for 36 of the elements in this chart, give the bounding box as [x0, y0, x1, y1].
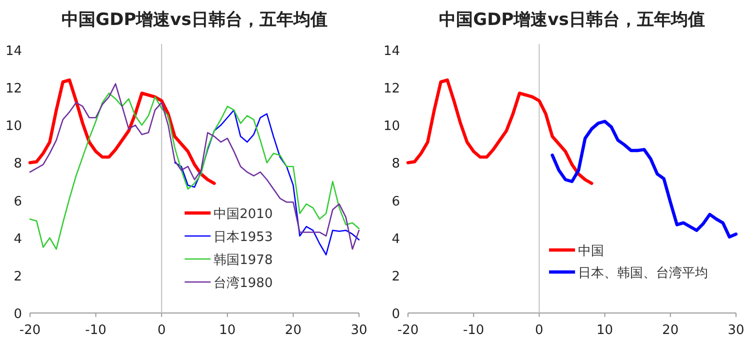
y-tick-label: 2: [392, 269, 400, 284]
x-tick-label: -10: [462, 323, 484, 338]
x-tick-label: 20: [662, 323, 679, 338]
legend-label: 日本、韩国、台湾平均: [578, 265, 708, 281]
x-tick-label: 10: [596, 323, 614, 338]
y-tick-label: 14: [383, 44, 400, 59]
y-tick-label: 6: [392, 194, 400, 210]
legend-label: 中国: [578, 244, 604, 259]
y-tick-label: 10: [5, 119, 22, 134]
y-tick-label: 6: [14, 194, 22, 210]
y-tick-label: 12: [383, 82, 400, 97]
legend-label: 日本1953: [214, 230, 273, 245]
x-tick-label: -20: [19, 323, 41, 338]
y-tick-label: 0: [14, 307, 22, 322]
x-tick-label: 10: [219, 323, 236, 338]
y-tick-label: 0: [392, 307, 400, 322]
y-tick-label: 10: [383, 119, 400, 134]
y-tick-label: 8: [392, 156, 400, 172]
y-tick-label: 4: [14, 232, 22, 247]
x-tick-label: 20: [284, 323, 302, 338]
x-tick-label: 30: [350, 323, 368, 338]
y-tick-label: 12: [5, 82, 22, 97]
y-tick-label: 2: [14, 269, 22, 284]
legend-label: 韩国1978: [214, 253, 273, 268]
legend-label: 中国2010: [214, 207, 273, 222]
chart-title: 中国GDP增速vs日韩台，五年均值: [62, 10, 328, 30]
x-tick-label: -10: [85, 323, 106, 338]
x-tick-label: -20: [397, 323, 419, 338]
y-tick-label: 8: [14, 156, 22, 172]
x-tick-label: 30: [728, 323, 744, 338]
x-tick-label: 0: [535, 323, 544, 338]
y-tick-label: 4: [392, 232, 400, 247]
chart-title: 中国GDP增速vs日韩台，五年均值: [439, 10, 705, 30]
y-tick-label: 14: [5, 44, 22, 59]
legend-label: 台湾1980: [214, 275, 273, 291]
x-tick-label: 0: [157, 323, 166, 338]
